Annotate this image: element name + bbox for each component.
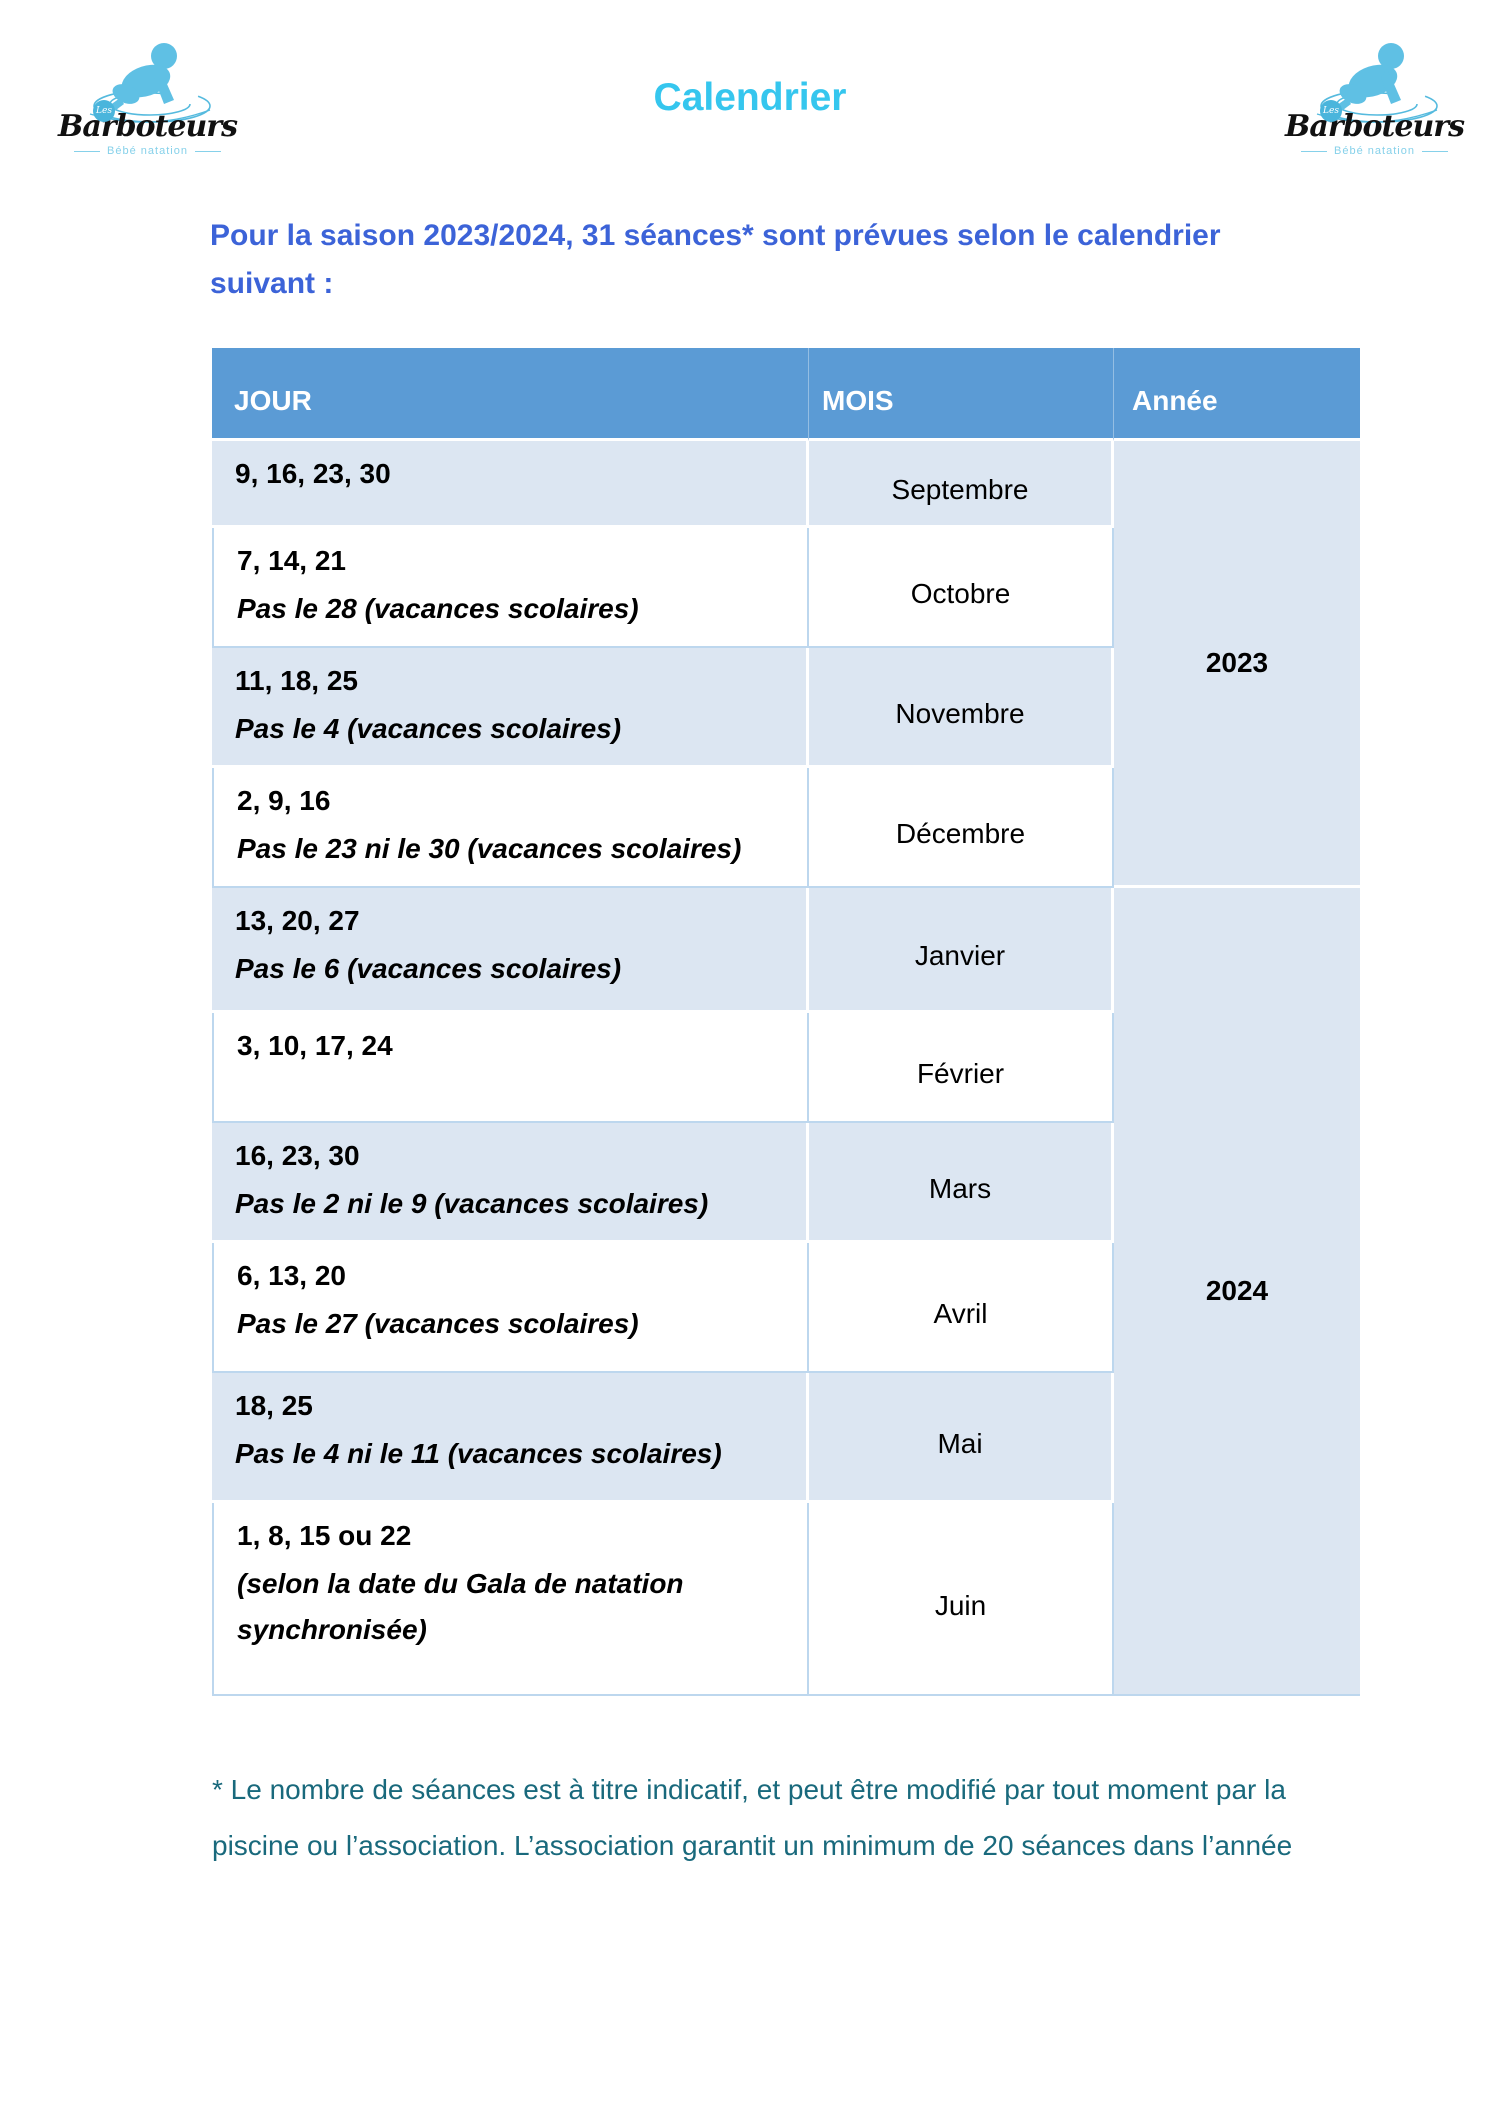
logo-wordmark: Barboteurs	[57, 109, 238, 144]
intro-line-2: suivant :	[210, 267, 334, 300]
column-header-mois: MOIS	[809, 348, 1114, 441]
month-cell: Octobre	[809, 528, 1114, 648]
logo-les-badge: Les	[93, 100, 115, 122]
day-cell: 1, 8, 15 ou 22 (selon la date du Gala de…	[212, 1503, 809, 1696]
note-text: synchronisée)	[237, 1614, 427, 1645]
logo-tagline: Bébé natation	[55, 145, 240, 157]
days-text: 16, 23, 30	[235, 1140, 360, 1171]
day-cell: 18, 25 Pas le 4 ni le 11 (vacances scola…	[212, 1373, 809, 1503]
days-text: 1, 8, 15 ou 22	[237, 1520, 412, 1551]
note-text: Pas le 4 ni le 11 (vacances scolaires)	[235, 1438, 722, 1469]
table-row-juin: 1, 8, 15 ou 22 (selon la date du Gala de…	[212, 1503, 1360, 1696]
column-header-annee: Année	[1114, 348, 1360, 441]
month-cell: Juin	[809, 1503, 1114, 1696]
page-title: Calendrier	[653, 76, 847, 119]
month-cell: Avril	[809, 1243, 1114, 1373]
baby-swim-icon	[1316, 43, 1438, 123]
day-cell: 16, 23, 30 Pas le 2 ni le 9 (vacances sc…	[212, 1123, 809, 1243]
table-row-fevrier: 3, 10, 17, 24 Février	[212, 1013, 1360, 1123]
logo-tagline-text: Bébé natation	[107, 145, 188, 157]
month-cell: Mars	[809, 1123, 1114, 1243]
days-text: 18, 25	[235, 1390, 313, 1421]
day-cell: 2, 9, 16 Pas le 23 ni le 30 (vacances sc…	[212, 768, 809, 888]
baby-swim-icon	[89, 43, 211, 123]
tagline-dash	[74, 150, 101, 152]
table-row-novembre: 11, 18, 25 Pas le 4 (vacances scolaires)…	[212, 648, 1360, 768]
footnote-line-1: * Le nombre de séances est à titre indic…	[212, 1774, 1286, 1805]
tagline-dash	[1421, 150, 1448, 152]
note-text: Pas le 27 (vacances scolaires)	[237, 1308, 639, 1339]
logo-left: Les Barboteurs Bébé natation	[55, 34, 240, 157]
month-cell: Février	[809, 1013, 1114, 1123]
month-cell: Janvier	[809, 888, 1114, 1013]
day-cell: 6, 13, 20 Pas le 27 (vacances scolaires)	[212, 1243, 809, 1373]
days-text: 7, 14, 21	[237, 545, 346, 576]
note-text: Pas le 4 (vacances scolaires)	[235, 713, 622, 744]
table-row-septembre: 9, 16, 23, 30 Septembre 2023	[212, 441, 1360, 888]
tagline-dash	[1301, 150, 1328, 152]
days-text: 2, 9, 16	[237, 785, 331, 816]
month-cell: Septembre	[809, 441, 1114, 528]
note-text: Pas le 6 (vacances scolaires)	[235, 953, 622, 984]
table-row-mai: 18, 25 Pas le 4 ni le 11 (vacances scola…	[212, 1373, 1360, 1503]
day-cell: 3, 10, 17, 24	[212, 1013, 809, 1123]
table-row-mars: 16, 23, 30 Pas le 2 ni le 9 (vacances sc…	[212, 1123, 1360, 1243]
day-cell: 11, 18, 25 Pas le 4 (vacances scolaires)	[212, 648, 809, 768]
table-row-janvier: 13, 20, 27 Pas le 6 (vacances scolaires)…	[212, 888, 1360, 1696]
table-row-decembre: 2, 9, 16 Pas le 23 ni le 30 (vacances sc…	[212, 768, 1360, 888]
tagline-dash	[194, 150, 221, 152]
days-text: 9, 16, 23, 30	[235, 458, 391, 489]
calendar-table: JOUR MOIS Année 9, 16, 23, 30 Septembre …	[212, 348, 1360, 1696]
year-cell-2024: 2024	[1114, 888, 1360, 1696]
days-text: 11, 18, 25	[235, 665, 359, 696]
column-header-jour: JOUR	[212, 348, 809, 441]
table-row-octobre: 7, 14, 21 Pas le 28 (vacances scolaires)…	[212, 528, 1360, 648]
note-text: Pas le 28 (vacances scolaires)	[237, 593, 639, 624]
note-text: Pas le 23 ni le 30 (vacances scolaires)	[237, 833, 742, 864]
note-text: Pas le 2 ni le 9 (vacances scolaires)	[235, 1188, 709, 1219]
days-text: 13, 20, 27	[235, 905, 360, 936]
days-text: 6, 13, 20	[237, 1260, 346, 1291]
day-cell: 9, 16, 23, 30	[212, 441, 809, 528]
footnote-line-2: piscine ou l’association. L’association …	[212, 1830, 1293, 1861]
month-cell: Novembre	[809, 648, 1114, 768]
table-header-row: JOUR MOIS Année	[212, 348, 1360, 441]
note-text: (selon la date du Gala de natation	[237, 1568, 684, 1599]
logo-tagline-text: Bébé natation	[1334, 145, 1415, 157]
footnote: * Le nombre de séances est à titre indic…	[212, 1762, 1402, 1874]
logo-tagline: Bébé natation	[1282, 145, 1467, 157]
table-row-avril: 6, 13, 20 Pas le 27 (vacances scolaires)…	[212, 1243, 1360, 1373]
intro-text: Pour la saison 2023/2024, 31 séances* so…	[210, 212, 1385, 308]
logo-wordmark: Barboteurs	[1284, 109, 1465, 144]
day-cell: 7, 14, 21 Pas le 28 (vacances scolaires)	[212, 528, 809, 648]
intro-line-1: Pour la saison 2023/2024, 31 séances* so…	[210, 219, 1221, 252]
year-cell-2023: 2023	[1114, 441, 1360, 888]
logo-right: Les Barboteurs Bébé natation	[1282, 34, 1467, 157]
logo-les-badge: Les	[1320, 100, 1342, 122]
month-cell: Mai	[809, 1373, 1114, 1503]
days-text: 3, 10, 17, 24	[237, 1030, 393, 1061]
month-cell: Décembre	[809, 768, 1114, 888]
day-cell: 13, 20, 27 Pas le 6 (vacances scolaires)	[212, 888, 809, 1013]
